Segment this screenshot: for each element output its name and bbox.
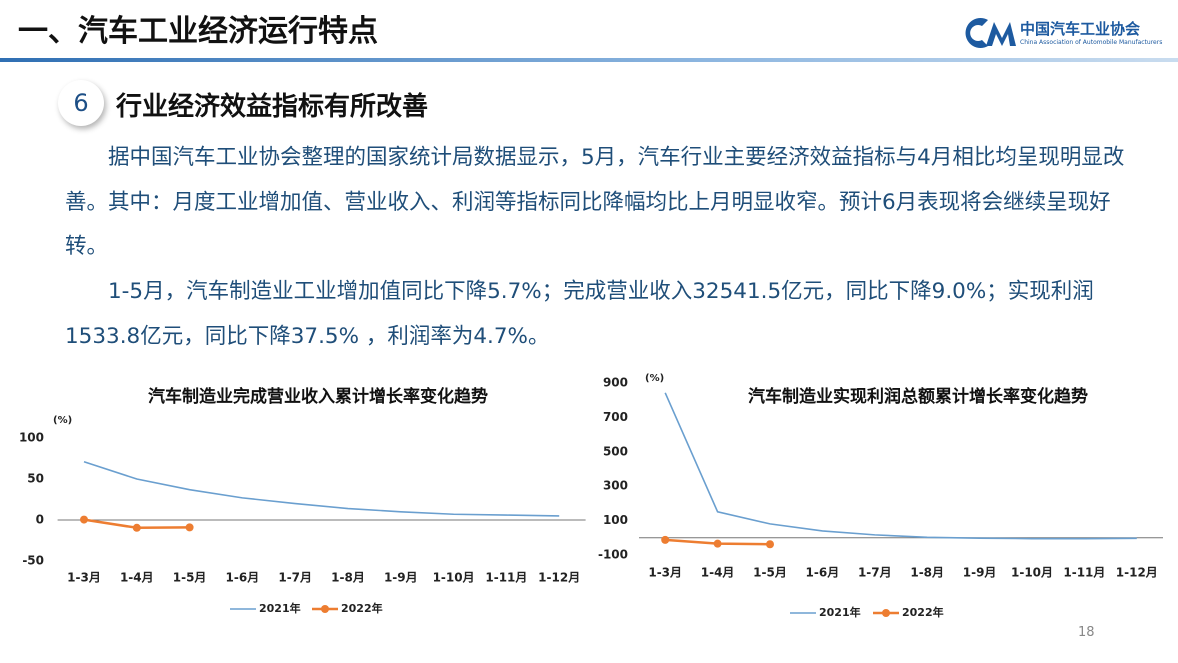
y-tick-label: 900 xyxy=(603,376,628,390)
x-tick-label: 1-11月 xyxy=(485,571,527,585)
paragraph: 据中国汽车工业协会整理的国家统计局数据显示，5月，汽车行业主要经济效益指标与4月… xyxy=(65,145,1125,259)
series-line xyxy=(83,461,560,517)
y-tick-label: 100 xyxy=(603,513,628,527)
section-title: 行业经济效益指标有所改善 xyxy=(116,92,429,122)
x-tick-label: 1-7月 xyxy=(858,566,892,580)
y-tick-label: 0 xyxy=(36,513,44,527)
x-tick-label: 1-12月 xyxy=(538,571,580,585)
logo-mark xyxy=(965,18,1016,48)
x-tick-label: 1-12月 xyxy=(1116,566,1158,580)
x-tick-label: 1-4月 xyxy=(701,566,735,580)
logo-subtext: China Association of Automobile Manufact… xyxy=(1020,39,1163,46)
x-tick-label: 1-9月 xyxy=(384,571,418,585)
point xyxy=(661,535,670,544)
legend-label: 2022年 xyxy=(341,601,383,615)
point xyxy=(132,523,141,532)
y-unit: (%) xyxy=(53,415,72,426)
series-line xyxy=(664,392,1137,540)
x-tick-label: 1-8月 xyxy=(910,566,944,580)
page-number: 18 xyxy=(1078,625,1095,640)
x-tick-label: 1-9月 xyxy=(963,566,997,580)
y-tick-label: 100 xyxy=(19,431,44,445)
point xyxy=(766,540,774,549)
x-tick-label: 1-7月 xyxy=(278,571,312,585)
x-tick-label: 1-10月 xyxy=(1011,566,1053,580)
y-tick-label: 50 xyxy=(27,472,44,486)
chart-title: 汽车制造业实现利润总额累计增长率变化趋势 xyxy=(748,386,1088,407)
slide-title: 一、汽车工业经济运行特点 xyxy=(18,14,378,49)
x-tick-label: 1-3月 xyxy=(67,571,101,585)
paragraph: 1-5月，汽车制造业工业增加值同比下降5.7%；完成营业收入32541.5亿元，… xyxy=(65,279,1094,349)
legend-label: 2021年 xyxy=(259,601,301,615)
legend-marker xyxy=(321,605,329,613)
x-tick-label: 1-4月 xyxy=(120,571,154,585)
point xyxy=(80,515,88,524)
x-tick-label: 1-3月 xyxy=(648,566,682,580)
x-tick-label: 1-5月 xyxy=(173,571,207,585)
y-tick-label: 700 xyxy=(603,410,628,424)
y-tick-label: 500 xyxy=(603,444,628,458)
point xyxy=(185,523,194,532)
x-tick-label: 1-6月 xyxy=(226,571,260,585)
y-tick-label: 300 xyxy=(603,479,628,493)
section-number: 6 xyxy=(58,80,104,126)
legend-label: 2022年 xyxy=(902,605,944,619)
x-tick-label: 1-6月 xyxy=(806,566,840,580)
point xyxy=(713,539,722,548)
chart-title: 汽车制造业完成营业收入累计增长率变化趋势 xyxy=(148,386,488,407)
x-tick-label: 1-5月 xyxy=(753,566,787,580)
x-tick-label: 1-8月 xyxy=(331,571,365,585)
y-tick-label: -50 xyxy=(22,554,44,568)
x-tick-label: 1-11月 xyxy=(1063,566,1105,580)
x-tick-label: 1-10月 xyxy=(433,571,475,585)
header-rule xyxy=(0,58,1178,62)
y-tick-label: -100 xyxy=(598,548,628,562)
y-unit: (%) xyxy=(645,373,664,384)
legend-marker xyxy=(882,609,890,617)
logo-text: 中国汽车工业协会 xyxy=(1020,20,1141,38)
legend-label: 2021年 xyxy=(819,605,861,619)
